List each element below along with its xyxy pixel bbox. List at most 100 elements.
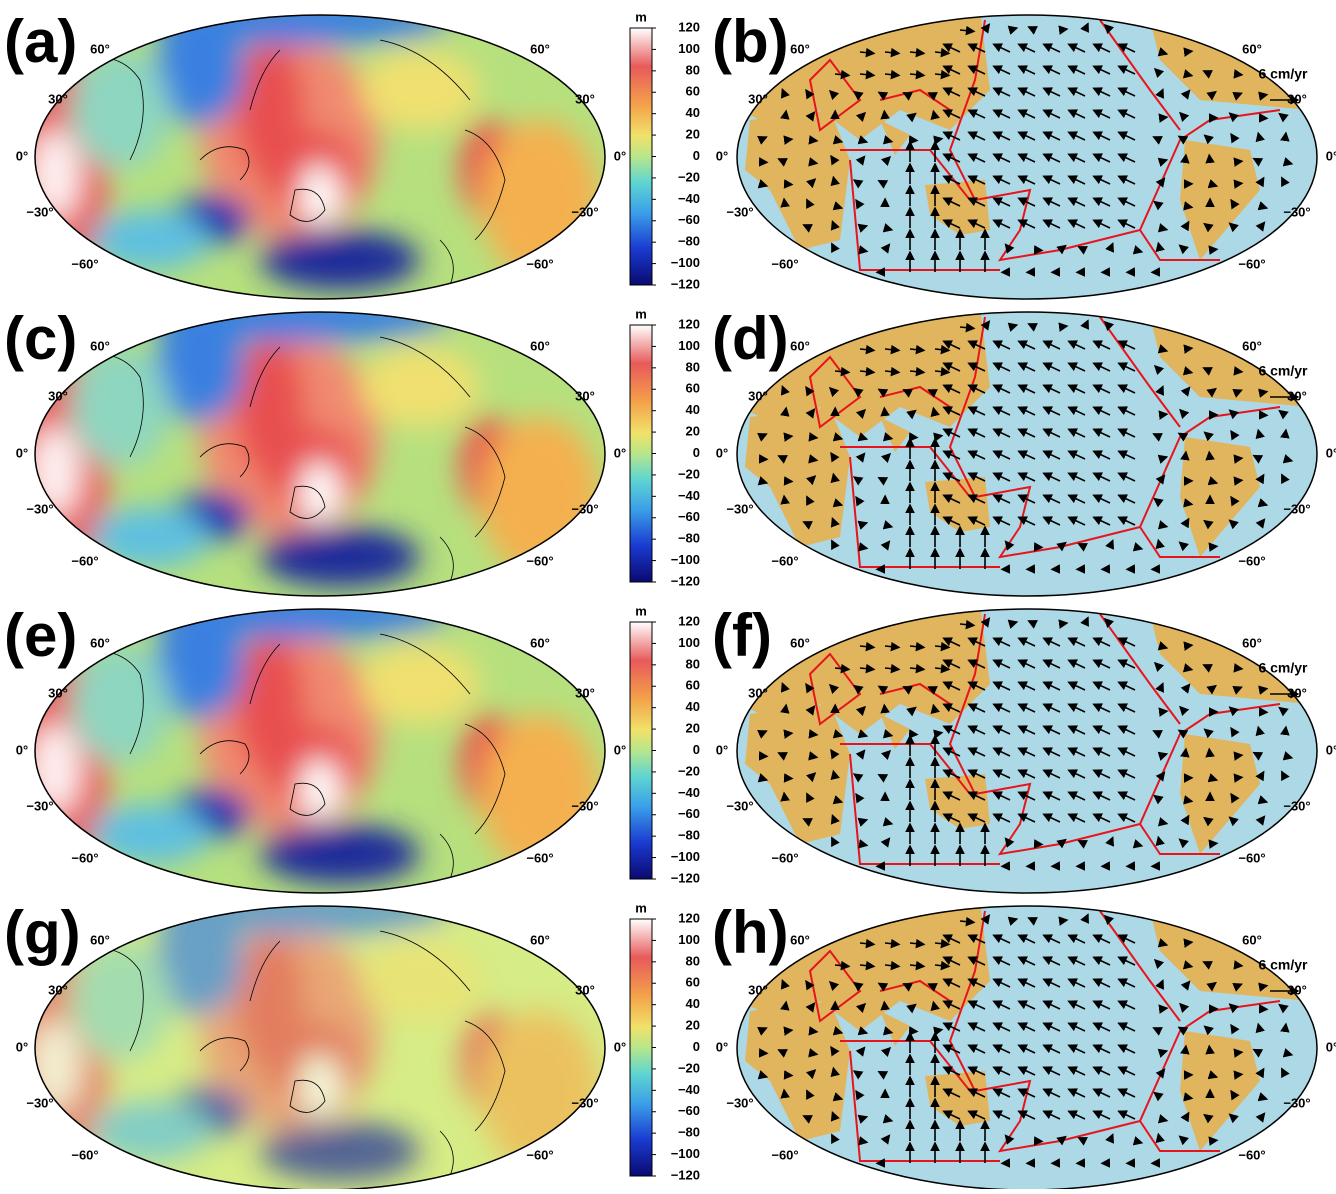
colorbar-tick-label: 20 (686, 1018, 700, 1033)
colorbar-tick-label: −40 (678, 191, 700, 206)
panel: 6 cm/yr60°60°30°30°0°0°−30°−30°−60°−60°(… (712, 602, 1336, 893)
velocity-arrow (1210, 843, 1217, 844)
velocity-arrow (1185, 348, 1192, 349)
velocity-arrow (1185, 452, 1186, 459)
colorbar-tick-label: −60 (678, 212, 700, 227)
geoid-anomaly (90, 507, 210, 567)
latitude-label: −30° (726, 204, 753, 219)
latitude-label: −30° (571, 798, 598, 813)
velocity-arrow (785, 1002, 786, 1009)
velocity-arrow (1235, 480, 1242, 481)
colorbar-tick-label: −80 (678, 1125, 700, 1140)
colorbar-tick-label: −60 (678, 806, 700, 821)
velocity-arrow (1235, 371, 1242, 372)
panel: m120100806040200−20−40−60−80−100−12060°6… (4, 292, 700, 596)
colorbar-tick-label: −100 (671, 849, 700, 864)
velocity-arrow (810, 734, 817, 735)
velocity-arrow (1209, 749, 1210, 756)
latitude-label: 0° (1326, 742, 1336, 757)
colorbar-tick-label: −100 (671, 1146, 700, 1161)
latitude-label: 30° (748, 685, 768, 700)
latitude-label: 0° (614, 1039, 626, 1054)
latitude-label: 0° (1326, 1039, 1336, 1054)
velocity-arrow (1210, 1140, 1217, 1141)
colorbar-tick-label: 40 (686, 105, 700, 120)
colorbar-tick-label: 40 (686, 699, 700, 714)
latitude-label: 60° (1242, 635, 1262, 650)
colorbar-tick-label: 120 (678, 316, 700, 331)
latitude-label: −30° (571, 204, 598, 219)
geoid-anomaly (70, 941, 170, 1061)
latitude-label: −30° (571, 1095, 598, 1110)
panel: m120100806040200−20−40−60−80−100−12060°6… (4, 886, 700, 1189)
latitude-label: −60° (71, 1147, 98, 1162)
colorbar-unit: m (635, 9, 647, 24)
colorbar-tick-label: −80 (678, 234, 700, 249)
panel-label: (c) (4, 305, 77, 372)
colorbar-tick-label: 80 (686, 953, 700, 968)
velocity-arrow (1185, 749, 1186, 756)
velocity-arrow (1160, 414, 1167, 415)
latitude-label: −60° (1238, 256, 1265, 271)
colorbar-tick-label: 100 (678, 932, 700, 947)
velocity-arrow (1285, 430, 1286, 437)
colorbar-tick-label: −120 (671, 1167, 700, 1182)
colorbar-unit: m (635, 900, 647, 915)
latitude-label: −30° (1283, 798, 1310, 813)
colorbar-tick-label: −20 (678, 466, 700, 481)
panel: m120100806040200−20−40−60−80−100−12060°6… (4, 0, 700, 299)
velocity-scale-label: 6 cm/yr (1258, 957, 1308, 973)
latitude-label: −60° (71, 850, 98, 865)
latitude-label: 30° (575, 388, 595, 403)
velocity-arrow (884, 408, 885, 415)
velocity-scale-label: 6 cm/yr (1258, 66, 1308, 82)
colorbar (630, 325, 652, 582)
colorbar-tick-label: −80 (678, 828, 700, 843)
velocity-arrow (1209, 155, 1210, 162)
colorbar-unit: m (635, 603, 647, 618)
velocity-scale-label: 6 cm/yr (1258, 660, 1308, 676)
colorbar-tick-label: 20 (686, 424, 700, 439)
velocity-arrow (1185, 155, 1186, 162)
velocity-arrow (1060, 29, 1067, 30)
colorbar-tick-label: −100 (671, 552, 700, 567)
colorbar-tick-label: 100 (678, 41, 700, 56)
latitude-label: 30° (575, 91, 595, 106)
latitude-label: 60° (90, 338, 110, 353)
geoid-anomaly (70, 50, 170, 170)
colorbar (630, 28, 652, 285)
velocity-map (737, 604, 1317, 893)
latitude-label: 60° (90, 635, 110, 650)
colorbar-tick-label: −120 (671, 276, 700, 291)
geoid-map (10, 886, 605, 1189)
velocity-arrow (1235, 74, 1242, 75)
velocity-arrow (1060, 623, 1067, 624)
latitude-label: −30° (1283, 204, 1310, 219)
panel: m120100806040200−20−40−60−80−100−12060°6… (4, 589, 700, 893)
geoid-anomaly (150, 886, 450, 936)
latitude-label: 30° (1287, 388, 1307, 403)
colorbar-tick-label: 20 (686, 721, 700, 736)
latitude-label: 30° (575, 982, 595, 997)
latitude-label: −30° (1283, 1095, 1310, 1110)
geoid-anomaly (70, 644, 170, 764)
colorbar-tick-label: 0 (693, 445, 700, 460)
geoid-anomaly (90, 1101, 210, 1161)
velocity-arrow (1185, 51, 1192, 52)
latitude-label: 30° (48, 388, 68, 403)
velocity-arrow (785, 408, 786, 415)
latitude-label: −30° (26, 798, 53, 813)
colorbar-tick-label: 60 (686, 678, 700, 693)
latitude-label: 60° (530, 41, 550, 56)
geoid-anomaly (260, 230, 420, 290)
latitude-label: 30° (48, 982, 68, 997)
colorbar-unit: m (635, 306, 647, 321)
velocity-arrow (1160, 1008, 1167, 1009)
velocity-arrow (884, 111, 885, 118)
velocity-arrow (784, 793, 785, 800)
velocity-arrow (1185, 942, 1192, 943)
velocity-arrow (810, 140, 817, 141)
geoid-anomaly (150, 292, 450, 342)
latitude-label: 0° (16, 445, 28, 460)
panel-label: (g) (4, 899, 81, 966)
